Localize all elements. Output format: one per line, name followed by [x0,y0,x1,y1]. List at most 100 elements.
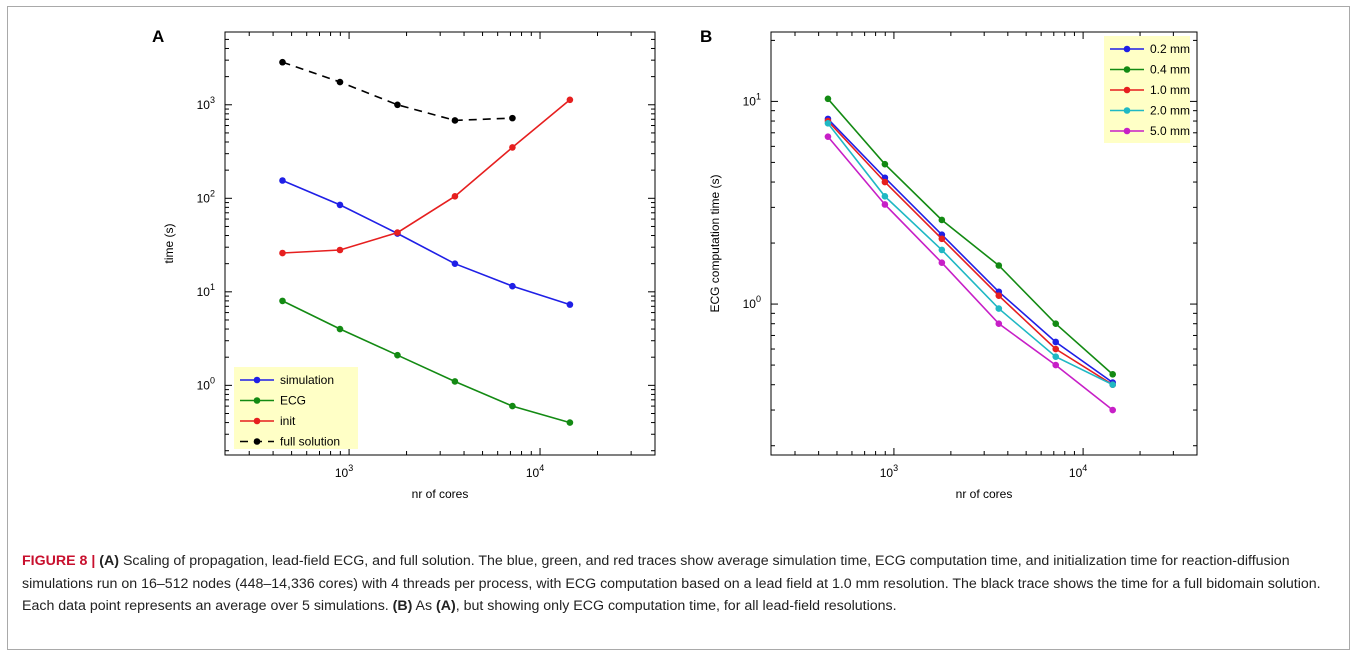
data-point [881,201,889,208]
legend-item-5-0-mm: 5.0 mm [1110,124,1190,138]
data-point [336,78,344,86]
series-simulation [279,177,574,308]
x-tick-label: 103 [335,463,353,480]
data-point [509,144,516,151]
panel-label-a: A [152,27,164,46]
data-point [995,292,1003,299]
data-point [394,351,401,359]
legend-label: simulation [280,373,334,387]
legend-item-0-2-mm: 0.2 mm [1110,42,1190,56]
axis-ticks [225,31,656,455]
series-line-5-0-mm [827,136,1114,411]
series-full-solution [279,58,516,124]
data-point [938,246,946,254]
series-line-2-0-mm [827,122,1114,386]
y-axis-label: ECG computation time (s) [708,174,722,312]
data-point [336,201,344,209]
legend-item-simulation: simulation [240,373,334,387]
legend-item-0-4-mm: 0.4 mm [1110,63,1190,77]
x-tick-label: 104 [526,463,544,480]
series-line-0-2-mm [827,118,1114,384]
y-tick-label: 102 [197,188,215,205]
legend-marker [253,438,261,445]
y-tick-label: 103 [197,95,215,112]
data-point [566,96,574,104]
caption-text-1: Scaling of propagation, lead-field ECG, … [22,553,1321,614]
data-point [451,260,459,267]
series-1-0-mm [824,117,1116,389]
figure-caption: FIGURE 8 | (A) Scaling of propagation, l… [22,550,1334,618]
series-init [279,96,574,257]
legend-marker [1123,86,1131,94]
figure-frame [7,6,1350,650]
data-point [1052,353,1060,360]
y-tick-label: 100 [743,294,761,311]
series-line-ecg [282,300,571,424]
caption-ref-a: (A) [99,553,119,569]
legend-marker [1123,107,1131,114]
x-tick-label: 103 [880,463,898,480]
figure-charts: A B 103 104 100 101 102 103 nr of cores time (s… [152,27,1198,501]
data-point [881,160,889,168]
figure-number: FIGURE 8 | [22,553,96,569]
x-axis-label: nr of cores [956,487,1013,501]
data-point [1109,381,1116,389]
legend-marker [253,376,261,384]
legend-item-full-solution: full solution [240,435,340,449]
legend-item-1-0-mm: 1.0 mm [1110,83,1190,97]
data-point [1052,338,1060,346]
series-line-full-solution [282,61,513,122]
data-point [451,378,459,385]
axis-ticks [771,32,1198,455]
data-point [995,262,1003,269]
data-point [451,193,459,200]
y-tick-label: 101 [743,91,761,108]
legend-label: init [280,414,296,428]
panel-label-b: B [700,27,712,46]
legend-label: 0.4 mm [1150,63,1190,77]
legend-label: 1.0 mm [1150,83,1190,97]
data-point [1052,361,1060,369]
data-point [394,101,401,109]
data-point [1109,371,1116,378]
y-axis-label: time (s) [162,224,176,264]
data-point [995,305,1003,312]
legend-marker [253,417,261,425]
series-5-0-mm [824,133,1116,414]
data-point [881,193,889,200]
series-line-1-0-mm [827,120,1114,386]
data-point [509,402,516,410]
legend-label: 2.0 mm [1150,104,1190,118]
data-point [824,133,832,140]
data-point [995,320,1003,328]
data-point [279,58,286,66]
legend-label: 5.0 mm [1150,124,1190,138]
data-point [279,249,286,257]
data-point [824,95,832,103]
legend-marker [1123,45,1131,53]
chart-panel-b: 103 104 100 101 nr of cores ECG computation t… [708,31,1198,501]
legend-marker [253,397,261,404]
series-ecg [279,297,574,426]
legend-label: full solution [280,435,340,449]
data-point [1052,320,1060,328]
data-point [881,178,889,186]
legend-item-2-0-mm: 2.0 mm [1110,104,1190,118]
data-point [279,177,286,184]
data-point [451,117,459,124]
data-point [1052,345,1060,353]
legend-item-init: init [240,414,296,428]
series-0-4-mm [824,95,1116,378]
data-point [509,282,516,290]
data-point [938,259,946,266]
x-axis-label: nr of cores [412,487,469,501]
series-0-2-mm [824,115,1116,386]
legend-item-ecg: ECG [240,394,306,408]
chart-panel-a: 103 104 100 101 102 103 nr of cores time (s) sim… [162,31,656,501]
caption-ref-a-2: (A) [436,598,456,614]
x-tick-label: 104 [1069,463,1087,480]
y-tick-label: 100 [197,375,215,392]
legend: 0.2 mm 0.4 mm 1.0 mm 2.0 mm 5.0 mm [1104,36,1190,143]
data-point [938,216,946,224]
legend: simulation ECG init full solution [234,367,358,449]
